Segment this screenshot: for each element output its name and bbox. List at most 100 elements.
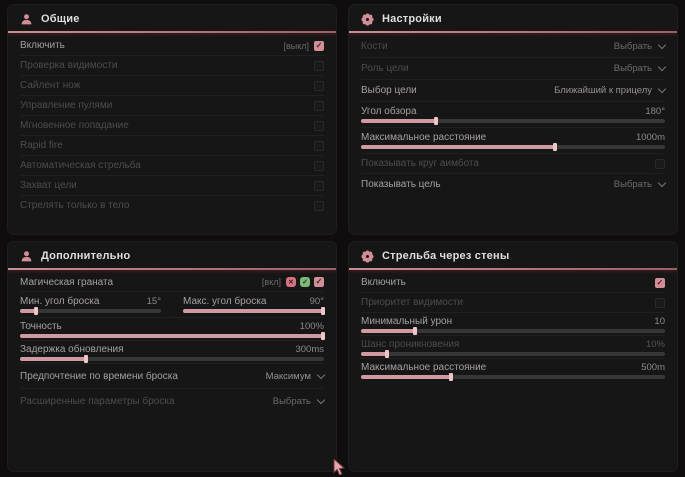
max-angle-slider[interactable] bbox=[183, 307, 325, 315]
row-label: Автоматическая стрельба bbox=[20, 160, 141, 171]
header-divider bbox=[349, 31, 677, 33]
row-label: Магическая граната bbox=[20, 276, 114, 288]
panel-settings: Настройки Кости Выбрать Роль цели Выбрат… bbox=[349, 5, 677, 234]
dropdown-value: Ближайший к прицелу bbox=[554, 85, 652, 96]
heart-x-icon[interactable] bbox=[286, 277, 296, 287]
row-instant-hit: Мгновенное попадание bbox=[20, 116, 324, 136]
row-label: Захват цели bbox=[20, 180, 77, 191]
row-label: Шанс проникновения bbox=[361, 338, 460, 350]
max-distance-slider[interactable] bbox=[361, 372, 665, 381]
row-label: Предпочтение по времени броска bbox=[20, 370, 178, 382]
row-target-select: Выбор цели Ближайший к прицелу bbox=[361, 80, 667, 102]
row-enable: Включить [выкл] bbox=[20, 36, 324, 56]
row-visibility-priority: Приоритет видимости bbox=[361, 293, 665, 313]
row-label: Включить bbox=[361, 277, 406, 288]
row-label: Минимальный урон bbox=[361, 315, 453, 327]
checkbox[interactable] bbox=[314, 140, 324, 151]
slider-value: 10 bbox=[654, 315, 665, 327]
heart-check-icon[interactable] bbox=[300, 277, 310, 287]
slider-value: 1000m bbox=[635, 132, 665, 143]
row-label: Управление пулями bbox=[20, 100, 113, 111]
gear-icon bbox=[361, 12, 374, 26]
show-target-dropdown[interactable]: Выбрать bbox=[613, 178, 667, 190]
row-label: Расширенные параметры броска bbox=[20, 395, 175, 407]
row-enable: Включить bbox=[361, 273, 665, 293]
person-icon bbox=[20, 250, 33, 263]
min-throw-angle: Мин. угол броска 15° bbox=[20, 292, 161, 317]
throw-time-dropdown[interactable]: Максимум bbox=[266, 370, 326, 382]
checkbox[interactable] bbox=[314, 160, 324, 171]
row-target-role: Роль цели Выбрать bbox=[361, 58, 667, 80]
header-divider bbox=[349, 268, 677, 270]
slider-value: 15° bbox=[146, 296, 161, 307]
min-damage-slider[interactable] bbox=[361, 326, 665, 335]
checkbox[interactable] bbox=[314, 120, 324, 131]
keybind-text: [вкл] bbox=[261, 277, 281, 287]
panel-additional-header: Дополнительно bbox=[8, 242, 336, 268]
row-label: Показывать круг аимбота bbox=[361, 158, 479, 169]
advanced-throw-dropdown[interactable]: Выбрать bbox=[272, 395, 326, 407]
row-bullet-control: Управление пулями bbox=[20, 96, 324, 116]
dropdown-value: Выбрать bbox=[613, 179, 652, 190]
slider-value: 10% bbox=[645, 338, 665, 350]
row-penetration: Шанс проникновения 10% bbox=[361, 336, 665, 359]
update-delay-slider[interactable] bbox=[20, 354, 324, 363]
row-label: Показывать цель bbox=[361, 179, 441, 190]
chevron-down-icon bbox=[657, 178, 667, 188]
target-select-dropdown[interactable]: Ближайший к прицелу bbox=[554, 84, 667, 96]
row-label: Задержка обновления bbox=[20, 343, 124, 355]
checkbox[interactable] bbox=[314, 80, 324, 91]
slider-value: 100% bbox=[299, 320, 324, 332]
row-max-distance: Максимальное расстояние 500m bbox=[361, 359, 665, 381]
target-role-dropdown[interactable]: Выбрать bbox=[614, 62, 667, 74]
row-label: Максимальное расстояние bbox=[361, 132, 487, 143]
max-distance-slider[interactable] bbox=[361, 143, 665, 151]
min-angle-slider[interactable] bbox=[20, 307, 161, 315]
chevron-down-icon bbox=[657, 84, 667, 94]
row-throw-angles: Мин. угол броска 15° Макс. угол броска 9… bbox=[20, 292, 325, 318]
row-min-damage: Минимальный урон 10 bbox=[361, 313, 665, 336]
row-auto-shoot: Автоматическая стрельба bbox=[20, 156, 324, 176]
magic-grenade-checkbox[interactable] bbox=[314, 277, 324, 287]
row-label: Стрелять только в тело bbox=[20, 200, 130, 211]
chevron-down-icon bbox=[657, 40, 667, 50]
dropdown-value: Выбрать bbox=[272, 395, 311, 407]
row-label: Выбор цели bbox=[361, 85, 417, 96]
header-divider bbox=[8, 31, 336, 33]
slider-value: 90° bbox=[309, 296, 324, 307]
chevron-down-icon bbox=[657, 62, 667, 72]
accuracy-slider[interactable] bbox=[20, 331, 325, 340]
row-label: Макс. угол броска bbox=[183, 296, 267, 307]
row-label: Кости bbox=[361, 41, 388, 52]
enable-checkbox[interactable] bbox=[314, 40, 324, 51]
panel-wallshoot: Стрельба через стены Включить Приоритет … bbox=[349, 242, 677, 471]
row-label: Максимальное расстояние bbox=[361, 361, 487, 373]
mouse-cursor-icon bbox=[333, 457, 346, 477]
panel-general-header: Общие bbox=[8, 5, 336, 31]
row-label: Роль цели bbox=[361, 63, 409, 74]
checkbox[interactable] bbox=[655, 297, 665, 308]
penetration-slider[interactable] bbox=[361, 349, 665, 358]
panel-title: Стрельба через стены bbox=[382, 250, 510, 262]
checkbox[interactable] bbox=[314, 180, 324, 191]
fov-slider[interactable] bbox=[361, 117, 665, 125]
panel-wallshoot-header: Стрельба через стены bbox=[349, 242, 677, 268]
bones-dropdown[interactable]: Выбрать bbox=[614, 40, 667, 52]
checkbox[interactable] bbox=[655, 158, 665, 169]
checkbox[interactable] bbox=[314, 100, 324, 111]
panel-title: Общие bbox=[41, 13, 80, 25]
enable-checkbox[interactable] bbox=[655, 277, 665, 288]
row-label: Приоритет видимости bbox=[361, 297, 464, 308]
row-label: Включить bbox=[20, 40, 65, 51]
slider-value: 180° bbox=[645, 106, 665, 117]
row-max-distance: Максимальное расстояние 1000m bbox=[361, 128, 665, 154]
keybind-text: [выкл] bbox=[283, 40, 309, 51]
row-visibility-check: Проверка видимости bbox=[20, 56, 324, 76]
panel-title: Дополнительно bbox=[41, 250, 131, 262]
row-label: Мин. угол броска bbox=[20, 296, 100, 307]
checkbox[interactable] bbox=[314, 200, 324, 211]
row-accuracy: Точность 100% bbox=[20, 318, 325, 341]
row-label: Угол обзора bbox=[361, 106, 417, 117]
checkbox[interactable] bbox=[314, 60, 324, 71]
panel-additional: Дополнительно Магическая граната [вкл] М… bbox=[8, 242, 336, 471]
